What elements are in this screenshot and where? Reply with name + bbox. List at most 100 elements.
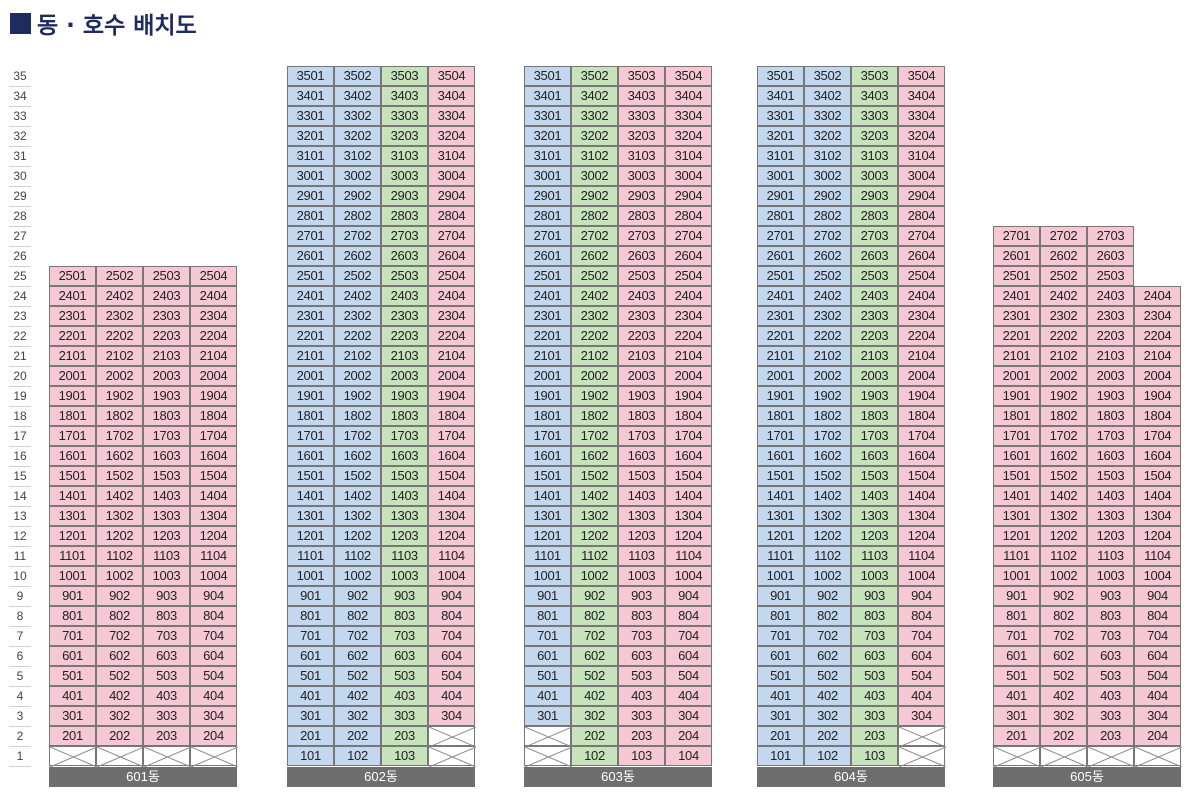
unit-cell: 303 <box>143 706 190 726</box>
unit-cell: 2204 <box>665 326 712 346</box>
unit-cell: 1202 <box>804 526 851 546</box>
unit-cell: 2302 <box>571 306 618 326</box>
vacant-cell <box>96 746 144 767</box>
unit-cell: 1901 <box>287 386 334 406</box>
unit-cell: 1403 <box>618 486 665 506</box>
unit-cell: 1602 <box>804 446 851 466</box>
unit-cell: 2903 <box>618 186 665 206</box>
floor-label: 20 <box>9 366 31 387</box>
unit-cell: 802 <box>1040 606 1087 626</box>
unit-cell: 404 <box>1134 686 1181 706</box>
unit-cell: 2202 <box>96 326 143 346</box>
unit-cell: 602 <box>1040 646 1087 666</box>
unit-cell: 2404 <box>1134 286 1181 306</box>
cross-icon <box>429 727 476 747</box>
unit-cell: 1704 <box>428 426 475 446</box>
unit-cell: 1304 <box>898 506 945 526</box>
floor-label: 11 <box>9 546 31 567</box>
unit-cell: 501 <box>287 666 334 686</box>
unit-cell: 2001 <box>993 366 1040 386</box>
unit-cell: 3304 <box>428 106 475 126</box>
unit-cell: 1004 <box>665 566 712 586</box>
unit-cell: 2803 <box>851 206 898 226</box>
unit-cell: 1904 <box>665 386 712 406</box>
unit-cell: 2003 <box>618 366 665 386</box>
unit-cell: 2403 <box>143 286 190 306</box>
unit-cell: 3102 <box>804 146 851 166</box>
unit-cell: 2304 <box>190 306 237 326</box>
unit-cell: 3201 <box>524 126 571 146</box>
unit-cell: 1401 <box>993 486 1040 506</box>
unit-cell: 902 <box>1040 586 1087 606</box>
unit-cell: 3501 <box>287 66 334 86</box>
unit-cell: 1701 <box>49 426 96 446</box>
unit-cell: 702 <box>1040 626 1087 646</box>
unit-cell: 1304 <box>428 506 475 526</box>
unit-cell: 2503 <box>381 266 428 286</box>
unit-cell: 2602 <box>571 246 618 266</box>
unit-cell: 603 <box>618 646 665 666</box>
unit-cell: 2201 <box>287 326 334 346</box>
floor-label: 17 <box>9 426 31 447</box>
unit-cell: 601 <box>993 646 1040 666</box>
unit-cell: 2503 <box>1087 266 1134 286</box>
unit-cell: 1302 <box>804 506 851 526</box>
unit-cell: 904 <box>190 586 237 606</box>
unit-cell: 2103 <box>851 346 898 366</box>
unit-cell: 1302 <box>1040 506 1087 526</box>
unit-cell: 2102 <box>804 346 851 366</box>
unit-cell: 304 <box>190 706 237 726</box>
unit-cell: 1503 <box>381 466 428 486</box>
unit-cell: 2002 <box>96 366 143 386</box>
unit-cell: 403 <box>143 686 190 706</box>
unit-cell: 1904 <box>898 386 945 406</box>
unit-cell: 2802 <box>804 206 851 226</box>
unit-cell: 1303 <box>381 506 428 526</box>
unit-cell: 2402 <box>334 286 381 306</box>
unit-cell: 3003 <box>381 166 428 186</box>
unit-cell: 904 <box>898 586 945 606</box>
unit-cell: 1203 <box>143 526 190 546</box>
unit-cell: 1502 <box>571 466 618 486</box>
unit-cell: 2604 <box>665 246 712 266</box>
unit-cell: 1501 <box>287 466 334 486</box>
unit-cell: 2001 <box>757 366 804 386</box>
unit-cell: 1402 <box>334 486 381 506</box>
unit-cell: 2004 <box>898 366 945 386</box>
unit-cell: 2004 <box>665 366 712 386</box>
unit-cell: 1601 <box>49 446 96 466</box>
unit-cell: 2304 <box>428 306 475 326</box>
unit-cell: 304 <box>1134 706 1181 726</box>
unit-cell: 1602 <box>571 446 618 466</box>
unit-cell: 402 <box>96 686 143 706</box>
unit-cell: 1803 <box>851 406 898 426</box>
unit-cell: 2003 <box>143 366 190 386</box>
unit-cell: 1001 <box>49 566 96 586</box>
unit-cell: 2901 <box>287 186 334 206</box>
unit-cell: 901 <box>524 586 571 606</box>
unit-cell: 2101 <box>287 346 334 366</box>
unit-cell: 804 <box>898 606 945 626</box>
unit-cell: 1601 <box>993 446 1040 466</box>
unit-cell: 2902 <box>804 186 851 206</box>
unit-cell: 702 <box>334 626 381 646</box>
unit-cell: 2202 <box>1040 326 1087 346</box>
unit-cell: 3001 <box>757 166 804 186</box>
unit-cell: 1704 <box>898 426 945 446</box>
unit-cell: 701 <box>49 626 96 646</box>
unit-cell: 1503 <box>618 466 665 486</box>
unit-cell: 1102 <box>334 546 381 566</box>
building-name-bar: 604동 <box>757 767 945 787</box>
unit-cell: 1703 <box>381 426 428 446</box>
unit-cell: 3504 <box>428 66 475 86</box>
unit-cell: 401 <box>287 686 334 706</box>
unit-cell: 203 <box>618 726 665 746</box>
unit-cell: 2904 <box>665 186 712 206</box>
unit-cell: 803 <box>143 606 190 626</box>
unit-cell: 1501 <box>993 466 1040 486</box>
cross-icon <box>1135 747 1182 767</box>
unit-cell: 1104 <box>428 546 475 566</box>
unit-cell: 2702 <box>571 226 618 246</box>
floor-label: 3 <box>9 706 31 727</box>
unit-cell: 1404 <box>665 486 712 506</box>
